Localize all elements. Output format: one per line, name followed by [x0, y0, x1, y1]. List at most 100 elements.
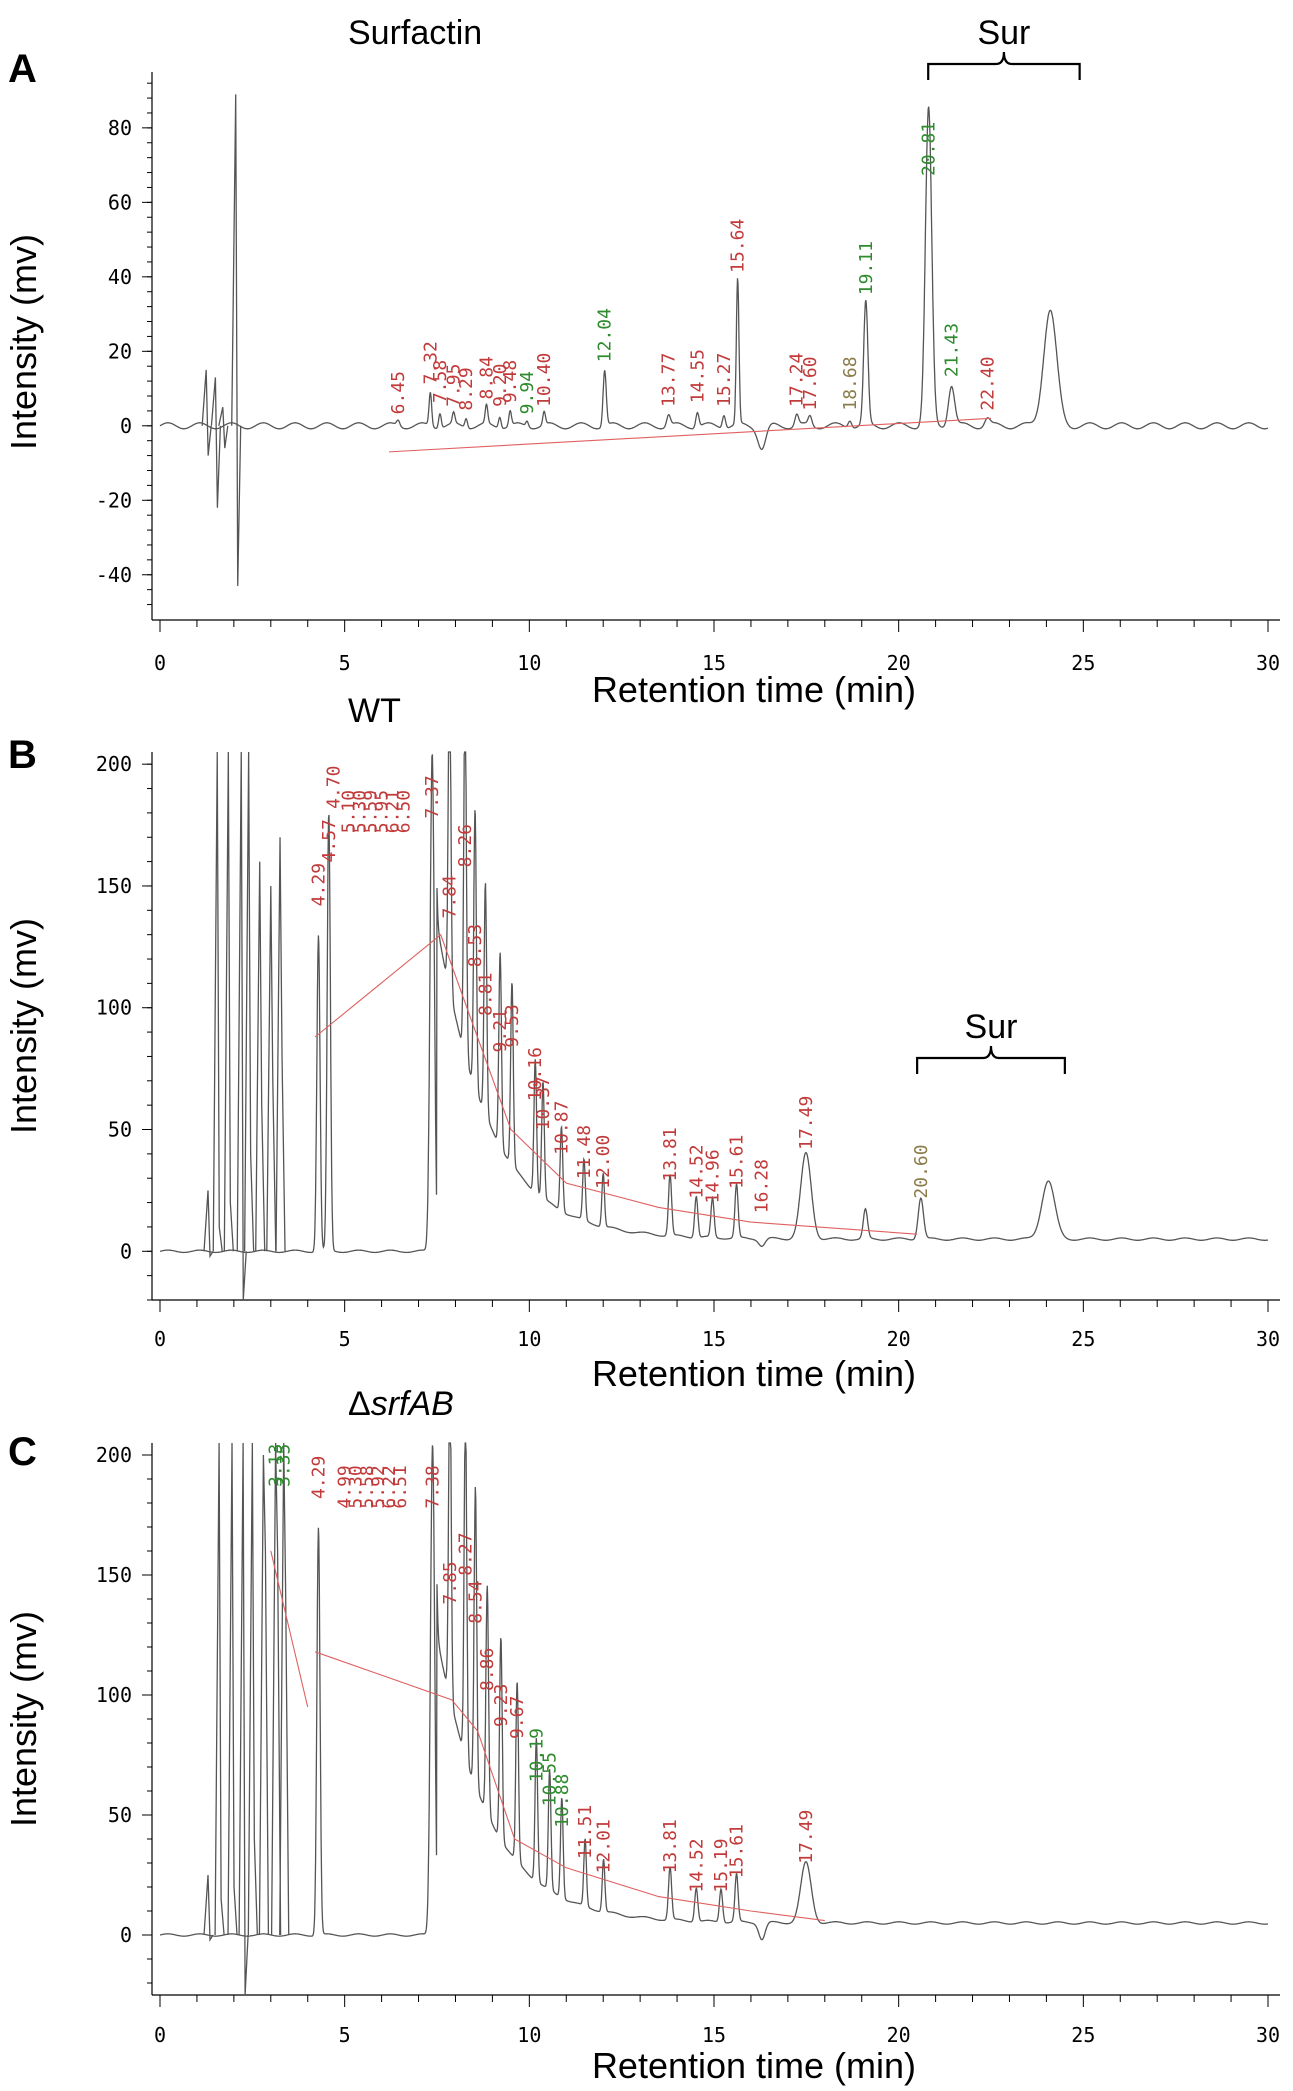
solvent-spike — [212, 751, 223, 1252]
peak-label: 17.24 — [787, 353, 808, 407]
x-tick-label: 10 — [517, 2023, 541, 2047]
peak-label: 5.30 — [346, 1465, 367, 1508]
y-tick-label: 200 — [96, 752, 132, 776]
peak-label: 9.48 — [500, 360, 521, 403]
x-tick-label: 20 — [887, 651, 911, 675]
peak-label: 10.40 — [534, 353, 555, 407]
x-tick-label: 5 — [339, 2023, 351, 2047]
chart-title: Surfactin — [348, 14, 482, 52]
solvent-spike — [231, 94, 242, 586]
x-tick-label: 0 — [154, 2023, 166, 2047]
x-tick-label: 10 — [517, 651, 541, 675]
peak-label: 16.28 — [751, 1159, 772, 1213]
peak-label: 10.55 — [540, 1752, 561, 1806]
peak-label: 9.21 — [490, 1009, 511, 1052]
peak-label: 14.96 — [703, 1149, 724, 1203]
x-tick-label: 30 — [1256, 2023, 1280, 2047]
solvent-spike — [214, 1442, 225, 1936]
peak-label: 12.01 — [594, 1819, 615, 1873]
peak-label: 6.21 — [383, 790, 404, 833]
peak-label: 9.94 — [517, 371, 538, 414]
peak-label: 14.52 — [686, 1144, 707, 1198]
y-tick-label: 50 — [108, 1803, 132, 1827]
panel-letter: B — [8, 733, 37, 777]
peak-label: 8.84 — [476, 356, 497, 399]
peak-label: 7.85 — [440, 1561, 461, 1604]
solvent-spike — [223, 751, 234, 1252]
y-tick-label: 50 — [108, 1118, 132, 1142]
chromatogram-trace — [159, 751, 1269, 1254]
peak-label: 7.38 — [423, 1465, 444, 1508]
peak-label: 13.81 — [660, 1819, 681, 1873]
peak-label: 10.19 — [526, 1728, 547, 1782]
panel-a: -40 -20 0 20 40 60 80 0 5 10 15 20 25 30 Retention tim… — [3, 14, 1280, 710]
y-tick-label: 100 — [96, 1683, 132, 1707]
peak-label: 6.50 — [394, 790, 415, 833]
peak-label: 15.61 — [727, 1135, 748, 1189]
y-tick-label: 60 — [108, 190, 132, 214]
peak-label: 8.27 — [455, 1532, 476, 1575]
solvent-spike — [218, 407, 229, 449]
peak-label: 5.30 — [349, 790, 370, 833]
solvent-spike — [255, 861, 266, 1252]
x-tick-label: 30 — [1256, 1327, 1280, 1351]
peak-label: 3.13 — [266, 1444, 287, 1487]
x-tick-label: 5 — [339, 651, 351, 675]
peak-label: 4.70 — [324, 766, 345, 809]
y-tick-label: 200 — [96, 1443, 132, 1467]
x-tick-label: 5 — [339, 1327, 351, 1351]
solvent-spike — [270, 1442, 282, 1936]
y-tick-label: 0 — [120, 414, 132, 438]
peak-label: 15.61 — [727, 1824, 748, 1878]
peak-label: 3.35 — [274, 1444, 295, 1487]
solvent-spike — [236, 751, 247, 1301]
peak-label: 8.86 — [477, 1648, 498, 1691]
y-axis-title: Intensity (mv) — [3, 918, 44, 1134]
solvent-spike — [201, 369, 212, 456]
peak-label: 5.10 — [338, 790, 359, 833]
y-tick-label: 0 — [120, 1239, 132, 1263]
x-tick-label: 25 — [1071, 651, 1095, 675]
x-axis-title: Retention time (min) — [592, 2045, 916, 2086]
integration-baseline — [314, 1651, 825, 1922]
solvent-spike — [210, 377, 222, 508]
integration-baseline — [314, 933, 918, 1235]
x-axis-title: Retention time (min) — [592, 669, 916, 710]
peak-label: 12.04 — [595, 308, 616, 362]
peak-label: 8.54 — [465, 1580, 486, 1623]
peak-label: 7.95 — [444, 364, 465, 407]
peak-label: 11.51 — [575, 1805, 596, 1859]
peak-label: 4.29 — [308, 863, 329, 906]
solvent-spike — [258, 1454, 270, 1936]
solvent-spike — [227, 1442, 238, 1936]
y-axis-title: Intensity (mv) — [3, 1611, 44, 1827]
x-tick-label: 0 — [154, 651, 166, 675]
x-tick-label: 0 — [154, 1327, 166, 1351]
peak-label: 5.95 — [372, 790, 393, 833]
peak-label: 10.16 — [525, 1047, 546, 1101]
chromatogram-trace — [159, 1442, 1269, 1941]
peak-label: 11.48 — [574, 1125, 595, 1179]
peak-label: 22.40 — [977, 356, 998, 410]
solvent-spike — [266, 885, 277, 1252]
peak-label: 14.52 — [686, 1838, 707, 1892]
y-tick-label: -40 — [96, 563, 132, 587]
solvent-spike — [243, 751, 255, 1252]
peak-label: 19.11 — [856, 241, 877, 295]
sur-bracket-label: Sur — [977, 14, 1030, 52]
peak-label: 18.68 — [840, 356, 861, 410]
peak-label: 9.20 — [490, 364, 511, 407]
peak-label: 10.37 — [533, 1076, 554, 1130]
peak-label: 17.49 — [796, 1096, 817, 1150]
peak-label: 4.99 — [335, 1465, 356, 1508]
peak-label: 5.59 — [361, 790, 382, 833]
peak-label: 9.53 — [502, 1004, 523, 1047]
peak-label: 6.22 — [379, 1465, 400, 1508]
peak-label: 15.27 — [714, 353, 735, 407]
peak-label: 15.64 — [728, 219, 749, 273]
peak-label: 15.19 — [711, 1838, 732, 1892]
x-tick-label: 25 — [1071, 2023, 1095, 2047]
peak-label: 7.58 — [430, 360, 451, 403]
peak-label: 6.45 — [388, 371, 409, 414]
